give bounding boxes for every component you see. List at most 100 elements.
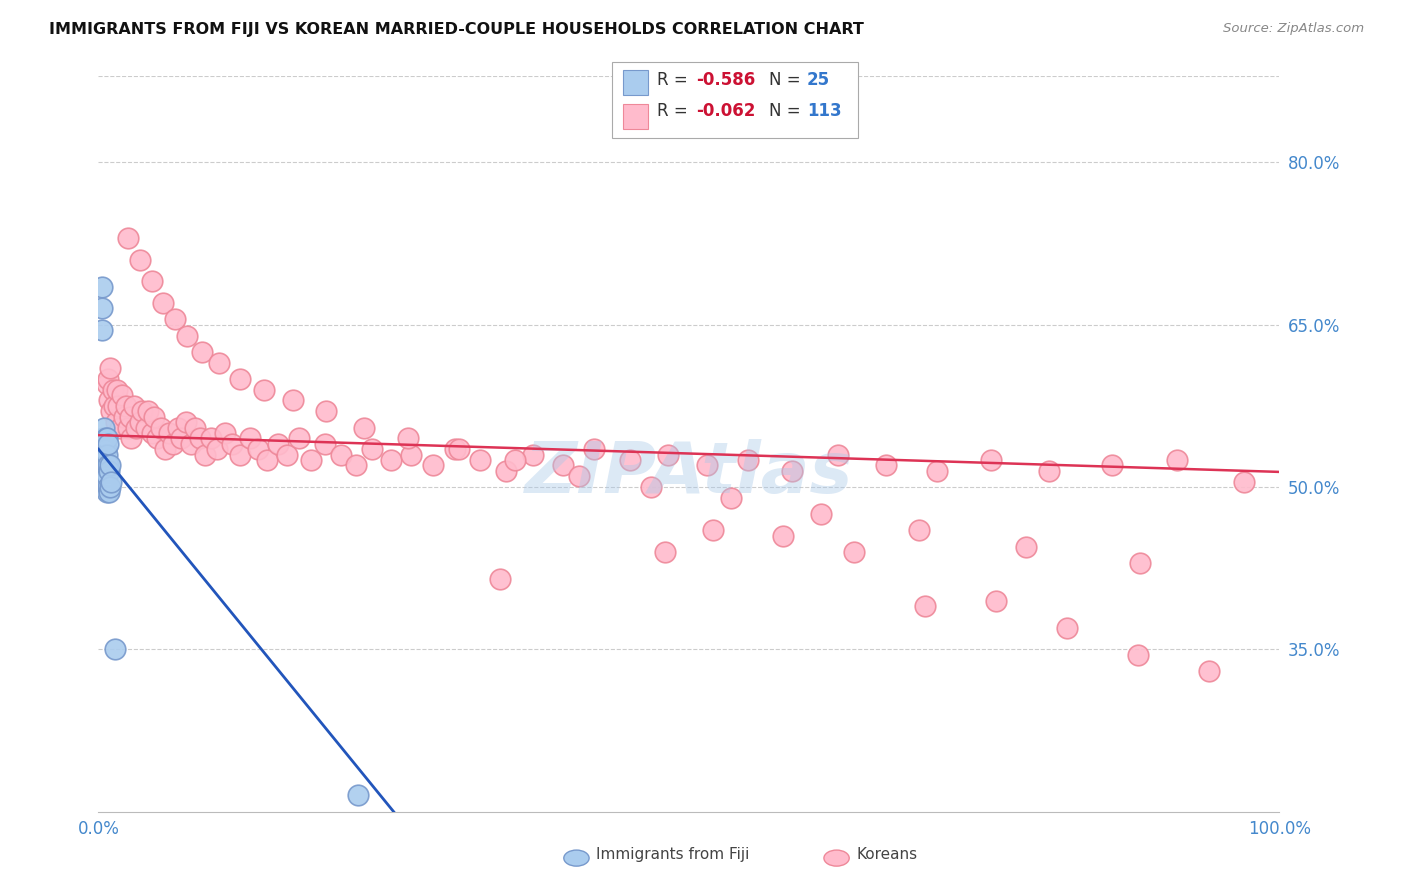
Point xyxy=(165,312,187,326)
Point xyxy=(1126,648,1149,662)
Point xyxy=(619,453,641,467)
Point xyxy=(184,420,207,434)
Point xyxy=(780,464,803,478)
Point xyxy=(353,420,375,434)
Point xyxy=(925,464,948,478)
Point xyxy=(97,480,120,494)
Point xyxy=(551,458,574,473)
Point xyxy=(267,436,290,450)
Point xyxy=(447,442,470,457)
Point xyxy=(229,448,252,462)
Point xyxy=(98,361,121,376)
Point xyxy=(94,442,117,457)
Point xyxy=(214,425,236,440)
Point xyxy=(105,383,128,397)
Text: Source: ZipAtlas.com: Source: ZipAtlas.com xyxy=(1223,22,1364,36)
Point xyxy=(844,545,866,559)
Point xyxy=(422,458,444,473)
Point xyxy=(97,458,120,473)
Point xyxy=(120,409,142,424)
Point xyxy=(702,524,724,538)
Point xyxy=(111,388,134,402)
Point xyxy=(737,453,759,467)
Point xyxy=(246,442,269,457)
Point xyxy=(170,431,193,445)
Point xyxy=(256,453,278,467)
Point xyxy=(105,415,128,429)
Point xyxy=(131,404,153,418)
Point xyxy=(96,485,118,500)
Point xyxy=(152,296,174,310)
Point xyxy=(468,453,491,467)
Point xyxy=(98,485,121,500)
Point xyxy=(108,420,131,434)
Point xyxy=(94,475,117,489)
Point xyxy=(114,399,136,413)
Point xyxy=(908,524,931,538)
Point xyxy=(100,404,122,418)
Point xyxy=(128,415,150,429)
Point xyxy=(810,507,832,521)
Point xyxy=(276,448,298,462)
Point xyxy=(97,372,120,386)
Point xyxy=(314,436,336,450)
Point xyxy=(93,420,115,434)
Point xyxy=(401,448,423,462)
Point xyxy=(583,442,606,457)
Point xyxy=(97,436,120,450)
Point xyxy=(696,458,718,473)
Point xyxy=(117,231,139,245)
Point xyxy=(96,431,118,445)
Point xyxy=(176,328,198,343)
Point xyxy=(122,399,145,413)
Point xyxy=(568,469,591,483)
Point xyxy=(208,356,231,370)
Text: R =: R = xyxy=(657,102,693,120)
Text: Immigrants from Fiji: Immigrants from Fiji xyxy=(596,847,749,862)
Text: IMMIGRANTS FROM FIJI VS KOREAN MARRIED-COUPLE HOUSEHOLDS CORRELATION CHART: IMMIGRANTS FROM FIJI VS KOREAN MARRIED-C… xyxy=(49,22,865,37)
Point xyxy=(980,453,1002,467)
Point xyxy=(1233,475,1256,489)
Point xyxy=(1038,464,1060,478)
Point xyxy=(136,404,159,418)
Point xyxy=(91,453,114,467)
Point xyxy=(101,383,124,397)
Point xyxy=(142,409,165,424)
Point xyxy=(98,464,121,478)
Point xyxy=(984,593,1007,607)
Point xyxy=(914,599,936,613)
Point xyxy=(141,275,163,289)
Point xyxy=(96,377,118,392)
Point xyxy=(200,431,222,445)
Point xyxy=(157,425,180,440)
Point xyxy=(522,448,544,462)
Text: 25: 25 xyxy=(807,71,830,89)
Point xyxy=(1166,453,1188,467)
Point xyxy=(98,480,121,494)
Point xyxy=(1198,664,1220,678)
Point xyxy=(288,431,311,445)
Point xyxy=(107,399,129,413)
Text: ZIPAtlas: ZIPAtlas xyxy=(524,439,853,508)
Point xyxy=(150,420,173,434)
Point xyxy=(188,431,211,445)
Point xyxy=(100,475,122,489)
Point xyxy=(128,252,150,267)
Point xyxy=(205,442,228,457)
Point xyxy=(93,475,115,489)
Point xyxy=(91,301,114,316)
Point xyxy=(1014,540,1036,554)
Point xyxy=(141,425,163,440)
Point xyxy=(180,436,202,450)
Point xyxy=(875,458,897,473)
Point xyxy=(93,442,115,457)
Point xyxy=(125,420,148,434)
Point xyxy=(827,448,849,462)
Point xyxy=(96,448,118,462)
Point xyxy=(253,383,276,397)
Point xyxy=(194,448,217,462)
Point xyxy=(117,420,139,434)
Point xyxy=(121,431,143,445)
Point xyxy=(1056,621,1078,635)
Point xyxy=(221,436,243,450)
